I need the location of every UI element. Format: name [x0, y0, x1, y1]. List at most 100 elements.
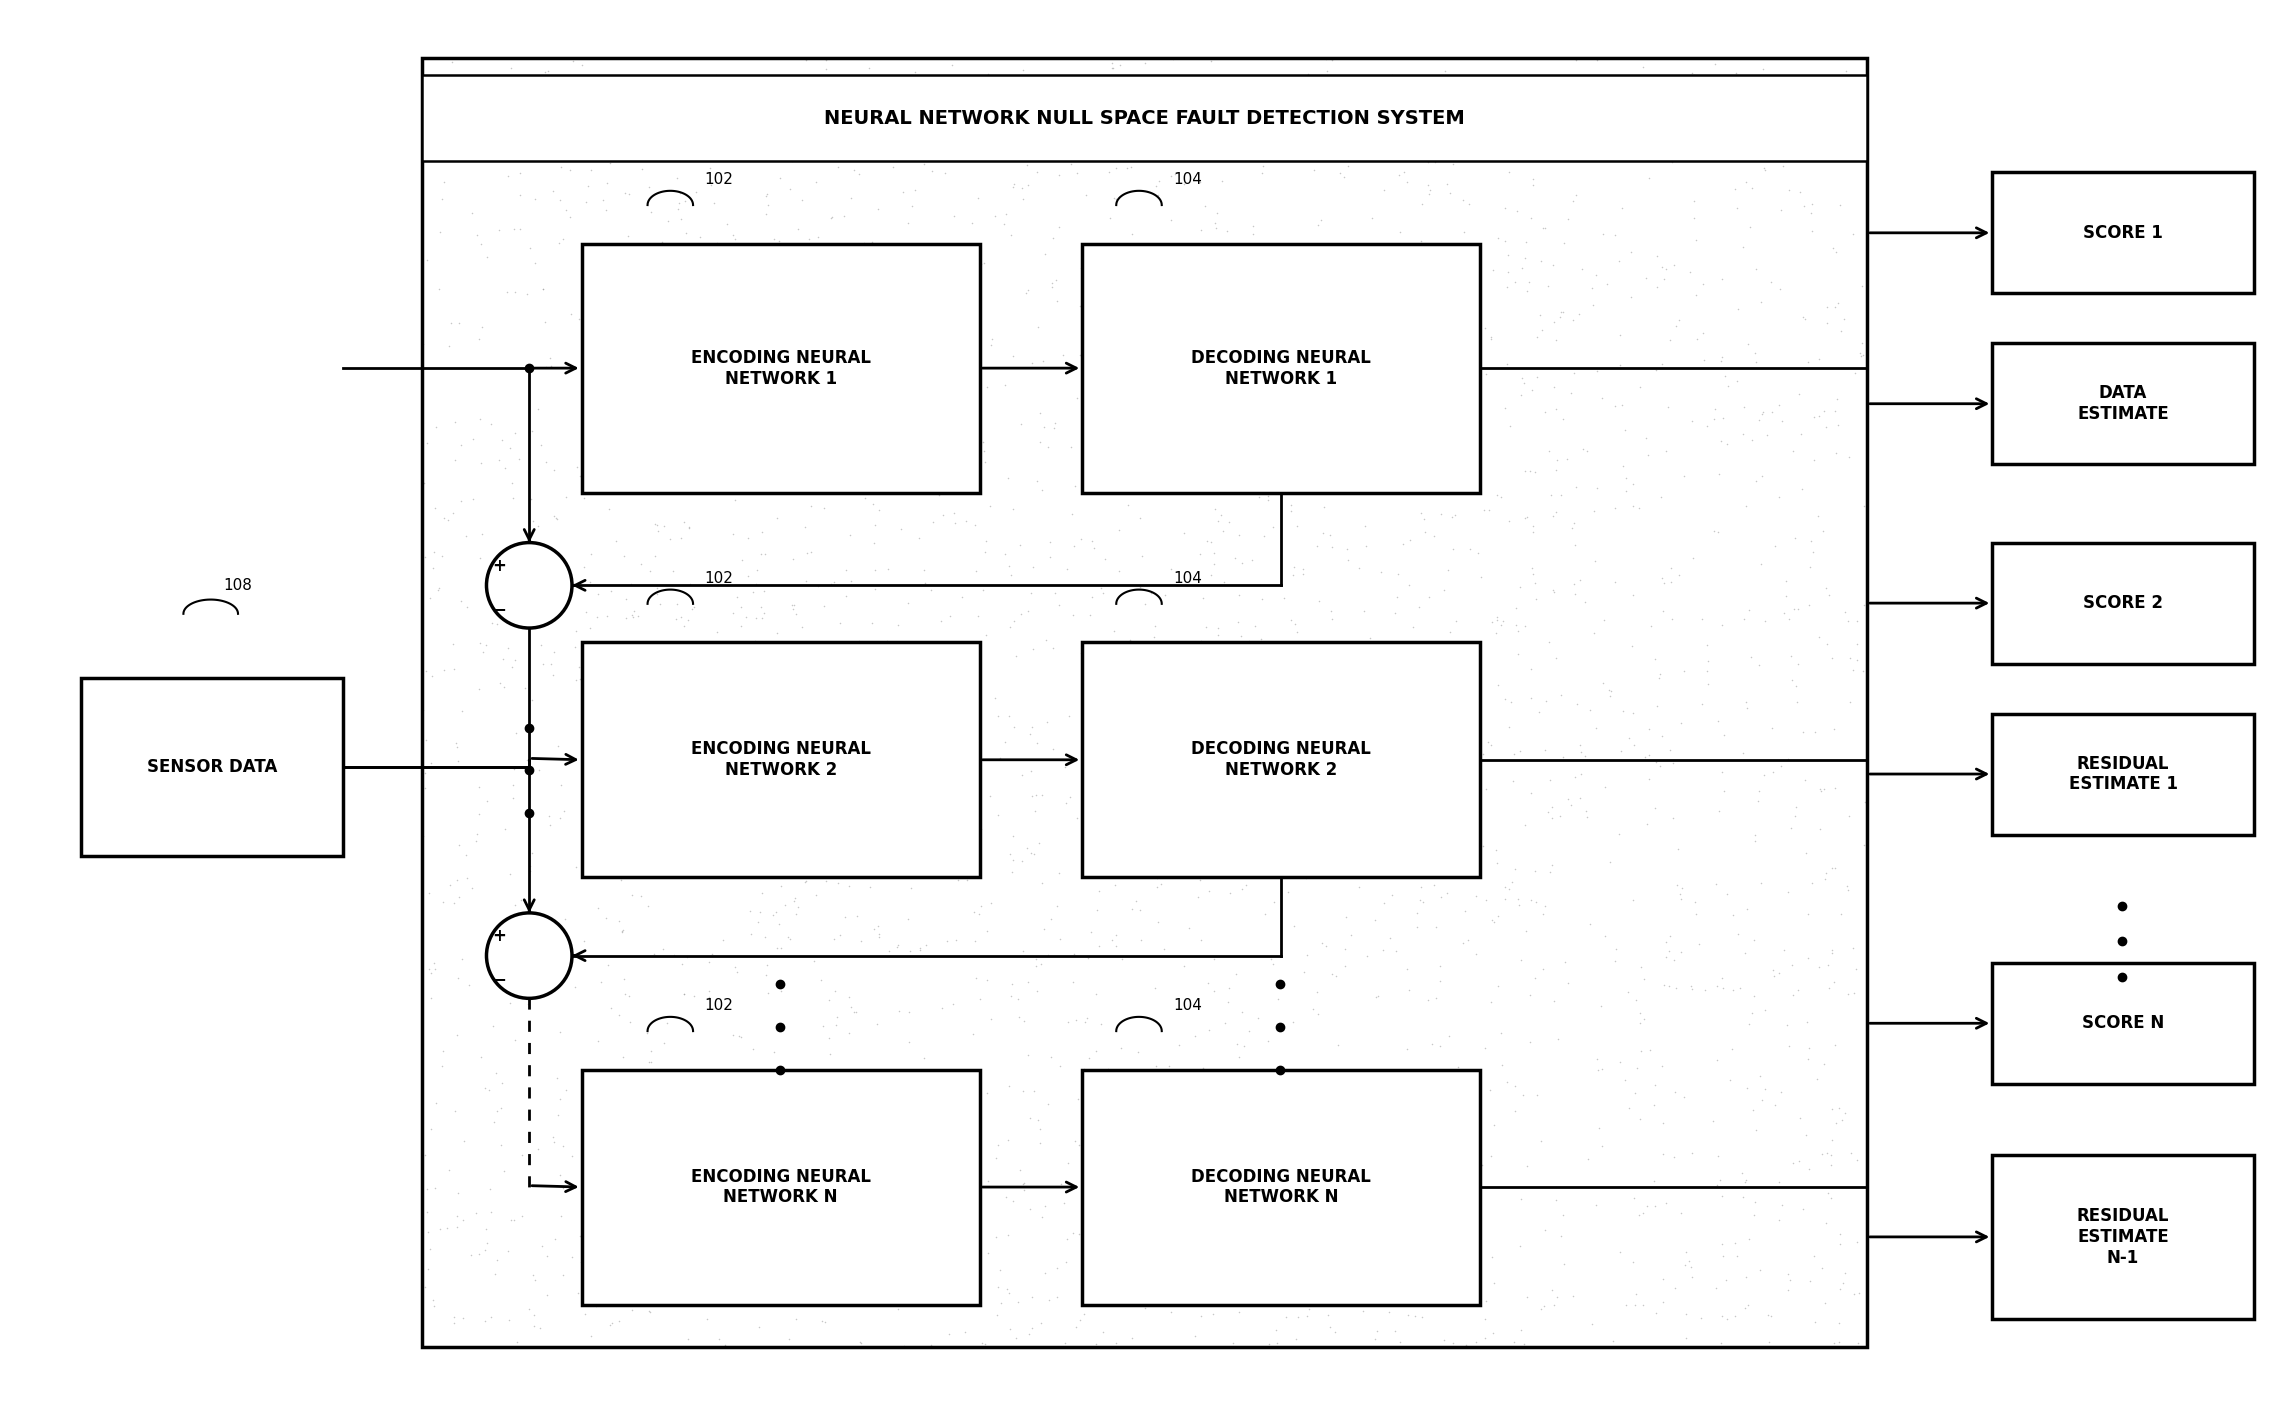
- Point: [1704, 614, 1740, 636]
- Point: [419, 578, 456, 601]
- Point: [916, 745, 952, 768]
- Point: [1702, 350, 1738, 372]
- Point: [426, 138, 462, 161]
- Point: [1538, 398, 1574, 421]
- Point: [811, 1026, 847, 1049]
- Point: [939, 869, 975, 892]
- Point: [1009, 836, 1046, 859]
- Point: [440, 1182, 476, 1204]
- Point: [1478, 605, 1515, 628]
- Point: [1360, 985, 1396, 1007]
- Point: [804, 659, 841, 682]
- Point: [658, 791, 695, 813]
- Point: [1412, 1154, 1449, 1177]
- Text: 104: 104: [1173, 171, 1203, 187]
- Point: [519, 515, 556, 538]
- Point: [1538, 499, 1574, 522]
- Point: [513, 420, 549, 442]
- Point: [1283, 362, 1319, 385]
- Point: [1378, 940, 1415, 963]
- Point: [1437, 1264, 1474, 1287]
- Point: [704, 97, 740, 120]
- Point: [440, 966, 476, 989]
- Point: [1242, 574, 1278, 596]
- Point: [1836, 936, 1873, 959]
- Point: [1597, 124, 1633, 147]
- Point: [913, 341, 950, 364]
- Point: [768, 893, 804, 916]
- Point: [1674, 977, 1711, 1000]
- Point: [1201, 509, 1237, 532]
- Point: [1403, 1189, 1440, 1212]
- Point: [590, 714, 626, 736]
- Point: [1182, 629, 1219, 652]
- Point: [1645, 725, 1681, 748]
- Point: [599, 285, 636, 308]
- Point: [959, 604, 995, 626]
- Point: [1472, 499, 1508, 522]
- Point: [620, 605, 656, 628]
- Point: [1542, 805, 1579, 828]
- Point: [1777, 675, 1813, 698]
- Point: [770, 300, 806, 323]
- Point: [1128, 592, 1164, 615]
- Point: [1148, 726, 1185, 749]
- Point: [1410, 183, 1447, 205]
- Point: [722, 799, 759, 822]
- Point: [622, 330, 658, 352]
- Text: RESIDUAL
ESTIMATE 1: RESIDUAL ESTIMATE 1: [2068, 755, 2178, 793]
- Point: [1378, 1196, 1415, 1219]
- Point: [1793, 529, 1829, 552]
- Point: [966, 440, 1002, 462]
- Point: [1620, 1057, 1656, 1080]
- Point: [927, 415, 964, 438]
- Point: [1251, 1333, 1287, 1356]
- Point: [1426, 819, 1462, 842]
- Point: [759, 507, 795, 529]
- Point: [519, 979, 556, 1002]
- Point: [517, 1314, 554, 1337]
- Point: [556, 108, 592, 131]
- Point: [775, 150, 811, 173]
- Point: [993, 860, 1030, 883]
- Point: [1321, 1033, 1358, 1056]
- Point: [943, 273, 980, 295]
- Point: [1624, 1294, 1661, 1317]
- Point: [460, 96, 497, 118]
- Point: [693, 174, 729, 197]
- Point: [1565, 438, 1601, 461]
- Point: [1301, 311, 1337, 334]
- Point: [825, 1136, 861, 1159]
- Point: [722, 595, 759, 618]
- Point: [1836, 223, 1873, 245]
- Point: [1570, 126, 1606, 148]
- Point: [859, 66, 895, 88]
- Point: [720, 815, 756, 838]
- Point: [902, 1189, 939, 1212]
- Point: [1378, 1320, 1415, 1343]
- Point: [1273, 237, 1310, 260]
- Point: [428, 1216, 465, 1239]
- Point: [1358, 986, 1394, 1009]
- Point: [1125, 1253, 1162, 1276]
- Point: [1713, 1037, 1750, 1060]
- Point: [1615, 1250, 1652, 1273]
- Point: [1449, 1333, 1485, 1356]
- Point: [943, 1223, 980, 1246]
- Bar: [82, 678, 342, 856]
- Point: [1139, 875, 1175, 898]
- Point: [570, 738, 606, 761]
- Point: [1488, 197, 1524, 220]
- Point: [852, 57, 888, 80]
- Point: [542, 1164, 579, 1187]
- Point: [1369, 263, 1406, 285]
- Point: [1656, 1146, 1693, 1169]
- Point: [472, 412, 508, 435]
- Point: [936, 726, 973, 749]
- Point: [565, 307, 601, 330]
- Point: [893, 281, 929, 304]
- Point: [601, 1233, 638, 1256]
- Point: [1845, 495, 1882, 518]
- Point: [777, 886, 813, 909]
- Point: [761, 230, 797, 253]
